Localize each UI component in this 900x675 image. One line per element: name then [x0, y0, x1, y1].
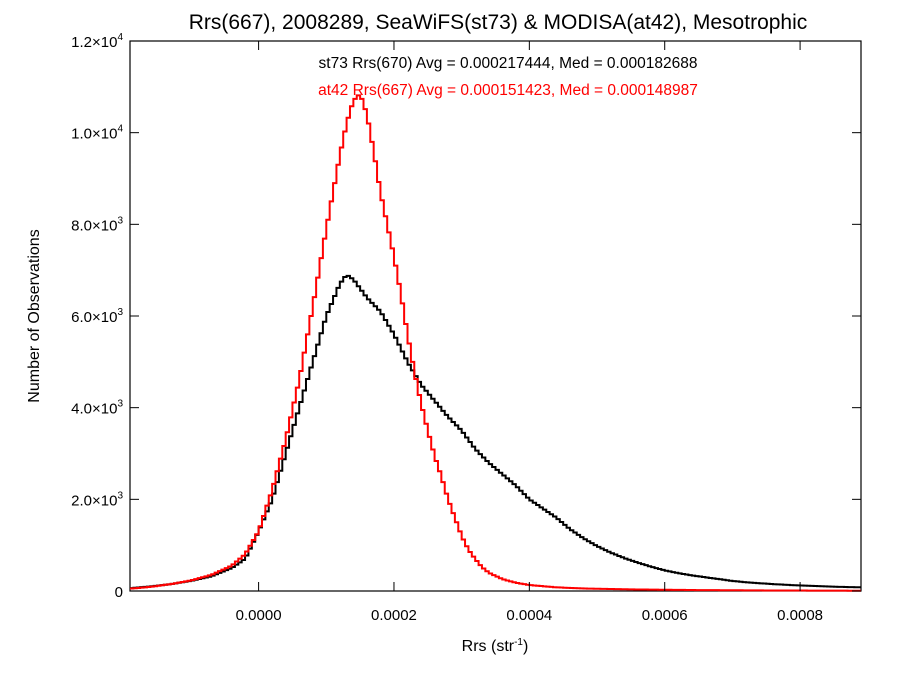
- y-tick-label-6: 1.2×104: [71, 32, 123, 51]
- series-line-0: [130, 274, 861, 590]
- x-axis: 0.0000 0.0002 0.0004 0.0006 0.0008: [236, 41, 823, 624]
- y-tick-label-2: 4.0×103: [71, 399, 123, 418]
- series-layer: [130, 94, 861, 592]
- x-axis-label-close: ): [523, 638, 528, 655]
- x-tick-label-2: 0.0004: [506, 607, 552, 624]
- x-tick-label-1: 0.0002: [371, 607, 417, 624]
- x-axis-label-text: Rrs (str: [462, 638, 515, 655]
- y-tick-label-0: 0: [115, 584, 123, 601]
- y-tick-label-4: 8.0×103: [71, 215, 123, 234]
- stats-annotation-1: at42 Rrs(667) Avg = 0.000151423, Med = 0…: [318, 82, 698, 99]
- x-tick-label-4: 0.0008: [777, 607, 823, 624]
- x-tick-label-0: 0.0000: [236, 607, 282, 624]
- y-axis: 0 2.0×103 4.0×103 6.0×103 8.0×103 1.0×104 1.2×…: [71, 32, 861, 601]
- y-tick-label-3: 6.0×103: [71, 307, 123, 326]
- x-tick-label-3: 0.0006: [642, 607, 688, 624]
- y-axis-label: Number of Observations: [26, 229, 43, 402]
- series-line-1: [130, 94, 861, 592]
- stats-annotation-0: st73 Rrs(670) Avg = 0.000217444, Med = 0…: [319, 55, 698, 72]
- plot-frame: [129, 40, 862, 592]
- y-tick-label-1: 2.0×103: [71, 490, 123, 509]
- x-axis-label-sup: -1: [514, 637, 523, 648]
- stats-annotations: st73 Rrs(670) Avg = 0.000217444, Med = 0…: [318, 55, 698, 99]
- chart-title: Rrs(667), 2008289, SeaWiFS(st73) & MODIS…: [189, 11, 808, 34]
- y-tick-label-5: 1.0×104: [71, 124, 123, 143]
- x-axis-label: Rrs (str-1): [462, 637, 529, 655]
